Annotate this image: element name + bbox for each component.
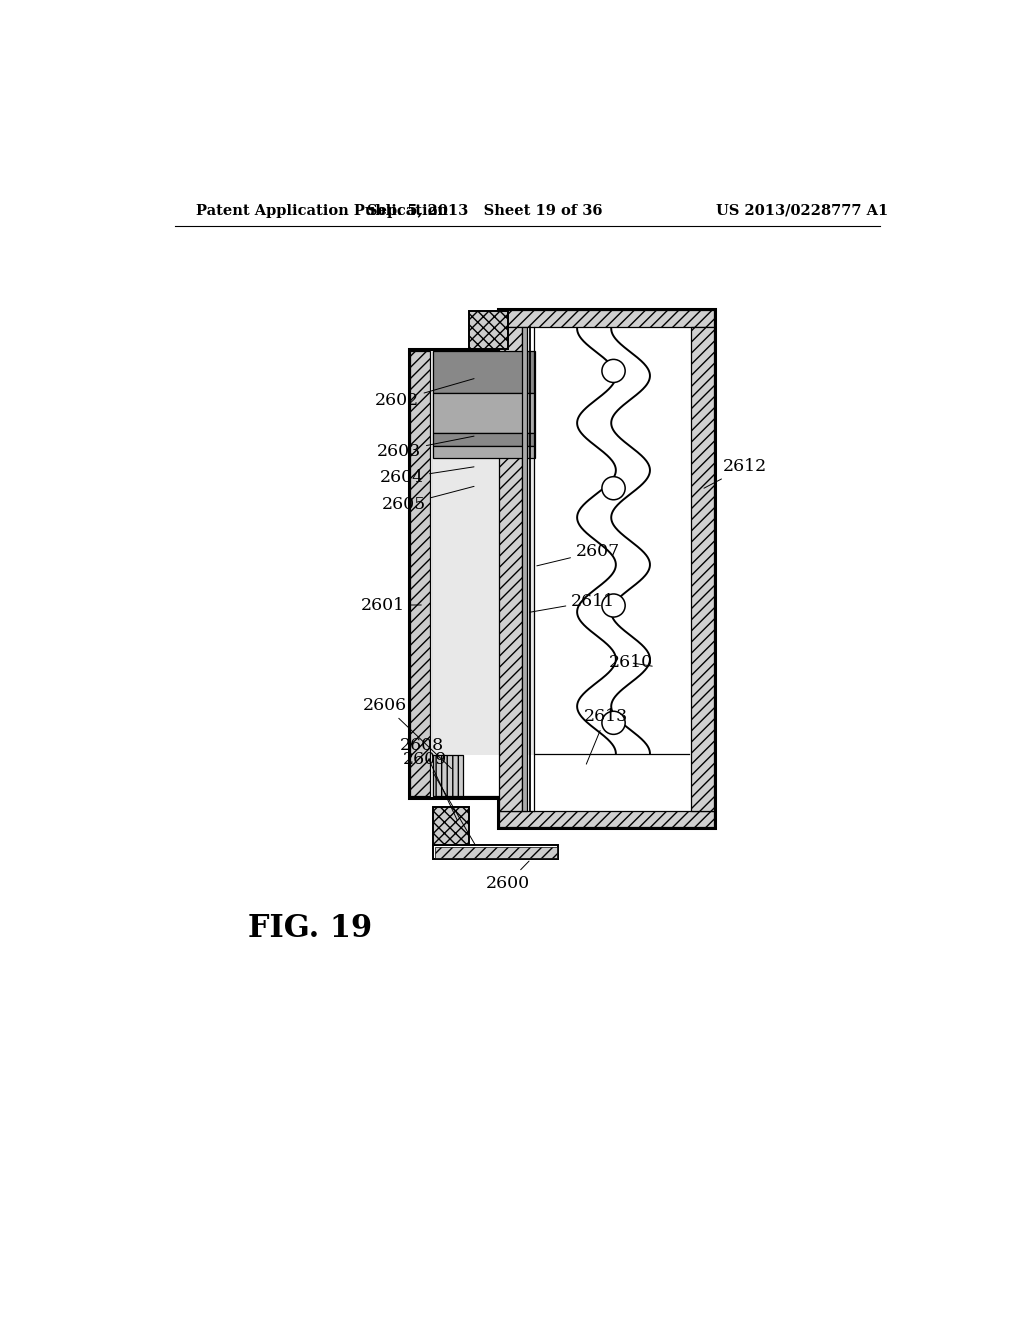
Text: 2600: 2600 — [485, 861, 529, 891]
Bar — [500, 812, 714, 826]
Bar — [500, 327, 522, 812]
Bar — [433, 393, 535, 433]
Text: 2610: 2610 — [608, 655, 652, 672]
Text: 2612: 2612 — [703, 458, 767, 488]
Bar — [410, 351, 430, 796]
Text: US 2013/0228777 A1: US 2013/0228777 A1 — [716, 203, 889, 218]
Bar — [498, 309, 716, 829]
Circle shape — [602, 359, 626, 383]
Text: FIG. 19: FIG. 19 — [248, 913, 372, 944]
Bar — [522, 327, 527, 812]
Bar — [500, 310, 714, 327]
Bar — [433, 807, 469, 845]
Circle shape — [602, 594, 626, 616]
Text: 2603: 2603 — [377, 436, 474, 459]
Bar — [433, 433, 535, 446]
Bar — [522, 327, 690, 812]
Bar — [433, 351, 535, 796]
Bar — [433, 458, 535, 755]
Text: 2607: 2607 — [537, 543, 621, 566]
Text: Sep. 5, 2013   Sheet 19 of 36: Sep. 5, 2013 Sheet 19 of 36 — [367, 203, 602, 218]
Text: 2611: 2611 — [529, 593, 615, 612]
Circle shape — [602, 477, 626, 500]
Circle shape — [602, 711, 626, 734]
Bar — [469, 312, 508, 350]
Text: Patent Application Publication: Patent Application Publication — [197, 203, 449, 218]
Text: 2602: 2602 — [375, 379, 474, 409]
Bar — [433, 845, 558, 859]
Bar — [435, 847, 557, 858]
Bar — [527, 754, 690, 812]
Bar — [409, 350, 537, 797]
Text: 2609: 2609 — [403, 751, 475, 845]
Bar — [433, 446, 535, 458]
Text: 2606: 2606 — [362, 697, 452, 768]
Bar — [433, 755, 463, 796]
Text: 2604: 2604 — [380, 467, 474, 487]
Bar — [690, 327, 714, 812]
Text: 2608: 2608 — [400, 737, 457, 820]
Text: 2605: 2605 — [381, 486, 474, 513]
Text: 2601: 2601 — [360, 597, 421, 614]
Text: 2613: 2613 — [584, 708, 628, 764]
Bar — [433, 351, 535, 393]
